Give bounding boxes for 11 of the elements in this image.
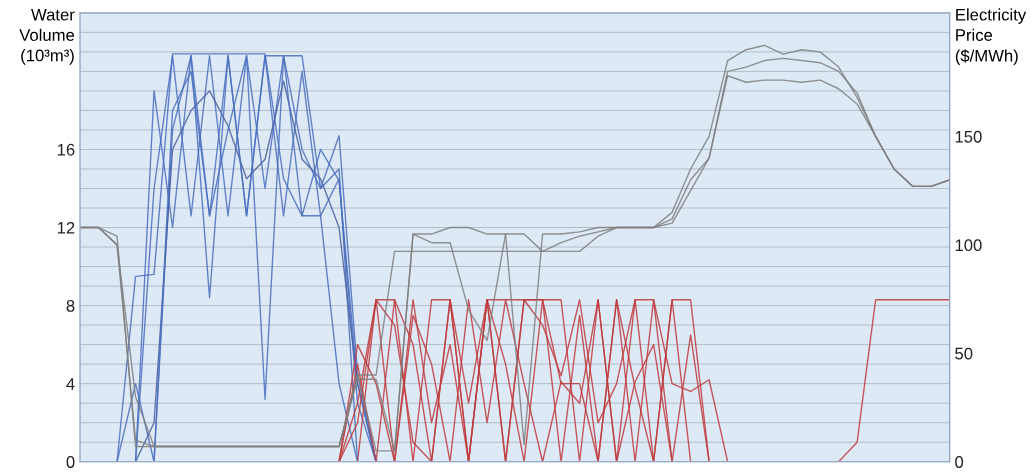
y2-tick-label: 150 [955,130,982,143]
y-tick-label: 8 [66,299,75,312]
y2-tick-label: 0 [955,456,964,468]
y-tick-label: 12 [57,221,75,234]
y-tick-label: 16 [57,143,75,156]
y-tick-label: 0 [66,456,75,468]
y2-tick-label: 100 [955,239,982,252]
y-tick-label: 4 [66,378,75,390]
y2-axis-title: Electricity Price ($/MWh) [955,8,1027,65]
y2-tick-label: 50 [955,347,973,360]
y-axis-title: Water Volume (10³m³) [19,8,75,65]
